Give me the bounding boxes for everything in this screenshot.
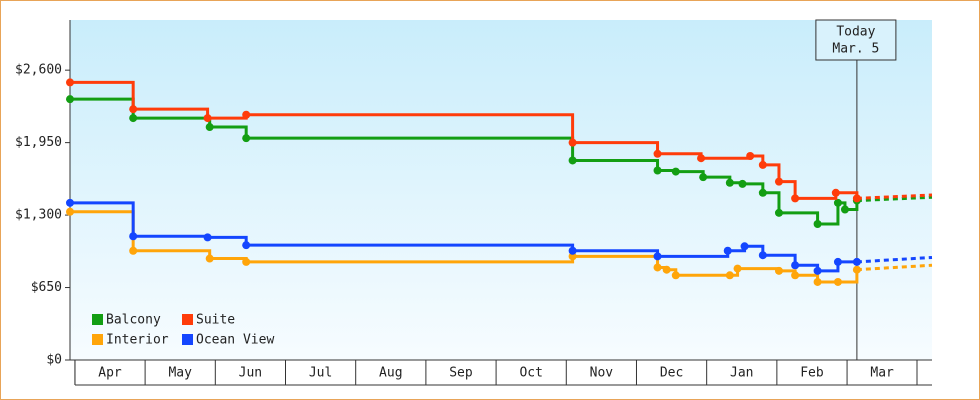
point bbox=[662, 265, 671, 274]
point bbox=[242, 257, 251, 266]
today-box bbox=[815, 19, 897, 61]
point bbox=[725, 178, 734, 187]
point bbox=[738, 179, 747, 188]
point bbox=[653, 149, 662, 158]
point bbox=[568, 252, 577, 261]
legend-label: Ocean View bbox=[196, 333, 274, 348]
forecast-line bbox=[856, 195, 933, 203]
point bbox=[568, 246, 577, 255]
x-tick-label: Jan bbox=[730, 366, 753, 381]
legend-label: Balcony bbox=[106, 313, 161, 328]
point bbox=[242, 134, 251, 143]
legend-swatch bbox=[182, 334, 193, 345]
point bbox=[813, 220, 822, 228]
point bbox=[129, 114, 138, 123]
x-tick-label: May bbox=[168, 366, 192, 381]
point bbox=[852, 194, 861, 203]
point bbox=[205, 123, 214, 132]
plot-area bbox=[70, 20, 932, 360]
x-tick-label: Jun bbox=[239, 366, 262, 381]
point bbox=[774, 177, 783, 186]
point bbox=[774, 266, 783, 275]
point bbox=[205, 254, 214, 263]
point bbox=[66, 207, 74, 216]
point bbox=[833, 257, 842, 266]
point bbox=[66, 78, 74, 87]
legend-label: Suite bbox=[196, 313, 235, 328]
point bbox=[653, 263, 662, 272]
x-tick-label: Apr bbox=[98, 366, 122, 381]
y-tick-label: $2,600 bbox=[15, 63, 62, 78]
point bbox=[242, 110, 251, 119]
point bbox=[66, 95, 74, 104]
point bbox=[852, 257, 861, 266]
forecast-line bbox=[856, 263, 933, 272]
today-label: Mar. 5 bbox=[832, 42, 879, 57]
point bbox=[791, 261, 800, 270]
point bbox=[568, 156, 577, 165]
point bbox=[653, 166, 662, 175]
point bbox=[568, 138, 577, 147]
point bbox=[774, 208, 783, 217]
point bbox=[129, 232, 138, 241]
x-tick-label: Mar bbox=[870, 366, 894, 381]
point bbox=[791, 194, 800, 203]
legend-label: Interior bbox=[106, 333, 169, 348]
point bbox=[129, 246, 138, 255]
point bbox=[723, 246, 732, 255]
series-line bbox=[70, 210, 859, 284]
legend-swatch bbox=[92, 334, 103, 345]
x-tick-label: Oct bbox=[519, 366, 542, 381]
legend-swatch bbox=[182, 314, 193, 325]
point bbox=[242, 241, 251, 250]
point bbox=[746, 152, 755, 160]
point bbox=[758, 188, 767, 197]
x-tick-label: Feb bbox=[800, 366, 824, 381]
series-line bbox=[70, 97, 859, 226]
legend-swatch bbox=[92, 314, 103, 325]
point bbox=[699, 173, 708, 182]
x-axis-band bbox=[75, 360, 932, 385]
point bbox=[791, 271, 800, 280]
x-tick-label: Jul bbox=[309, 366, 332, 381]
point bbox=[671, 167, 680, 176]
point bbox=[758, 160, 767, 169]
point bbox=[671, 271, 680, 280]
point bbox=[833, 198, 842, 207]
x-tick-label: Dec bbox=[660, 366, 683, 381]
point bbox=[733, 264, 742, 273]
point bbox=[725, 271, 734, 280]
x-tick-label: Nov bbox=[590, 366, 614, 381]
point bbox=[852, 265, 861, 274]
point bbox=[813, 277, 822, 286]
y-tick-label: $0 bbox=[46, 353, 62, 368]
point bbox=[813, 266, 822, 275]
today-label: Today bbox=[836, 25, 875, 40]
point bbox=[203, 114, 212, 123]
y-tick-label: $1,950 bbox=[15, 135, 62, 150]
forecast-line bbox=[856, 193, 933, 200]
x-tick-label: Aug bbox=[379, 366, 402, 381]
forecast-line bbox=[856, 255, 933, 264]
point bbox=[653, 252, 662, 261]
point bbox=[740, 242, 749, 251]
point bbox=[129, 105, 138, 114]
point bbox=[831, 188, 840, 197]
point bbox=[66, 198, 74, 207]
point bbox=[203, 233, 212, 242]
x-tick-label: Sep bbox=[449, 366, 473, 381]
y-tick-label: $1,300 bbox=[15, 208, 62, 223]
point bbox=[758, 251, 767, 260]
point bbox=[697, 154, 706, 163]
point bbox=[840, 205, 849, 214]
y-tick-label: $650 bbox=[31, 280, 62, 295]
point bbox=[833, 277, 842, 286]
